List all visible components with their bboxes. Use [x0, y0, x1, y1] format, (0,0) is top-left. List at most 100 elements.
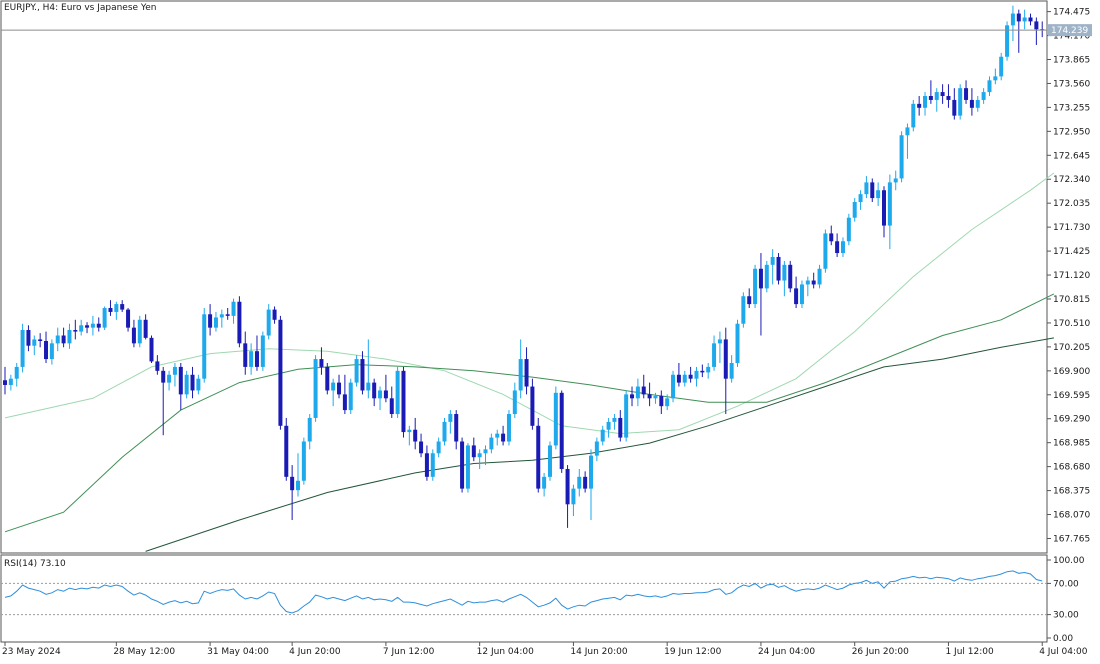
- candle-body: [887, 182, 892, 226]
- candle-body: [348, 382, 353, 411]
- candle: [676, 362, 681, 387]
- candle-body: [518, 359, 523, 391]
- candle-body: [155, 361, 160, 371]
- y-tick-label: 173.255: [1053, 103, 1090, 113]
- candle: [38, 333, 43, 348]
- candle-body: [618, 417, 623, 438]
- candle-body: [665, 398, 670, 407]
- candle-body: [196, 378, 201, 391]
- candle-body: [958, 88, 963, 116]
- candle: [823, 229, 828, 273]
- candle-body: [571, 488, 576, 505]
- candle: [799, 280, 804, 309]
- candle: [14, 362, 19, 387]
- candle: [137, 315, 142, 348]
- candle-body: [630, 394, 635, 399]
- candle-body: [952, 99, 957, 116]
- candle-body: [266, 309, 271, 336]
- candle-body: [547, 445, 552, 477]
- candle: [923, 92, 928, 116]
- candle: [313, 355, 318, 422]
- candle-body: [296, 480, 300, 491]
- candle-body: [26, 330, 31, 346]
- candle-body: [542, 476, 547, 489]
- candle: [1016, 9, 1021, 53]
- candle: [167, 370, 172, 391]
- candle-body: [671, 374, 676, 399]
- candle-body: [1010, 13, 1015, 26]
- candle: [911, 99, 916, 132]
- candle: [131, 319, 136, 348]
- candle: [366, 339, 371, 399]
- candle: [401, 366, 406, 438]
- candle-body: [161, 370, 166, 383]
- candle-body: [342, 394, 347, 411]
- y-tick-label: 168.680: [1053, 463, 1090, 473]
- y-tick-label: 167.765: [1053, 534, 1090, 544]
- candle: [1040, 21, 1045, 38]
- candle: [653, 392, 658, 404]
- candle-body: [536, 425, 541, 489]
- candle-body: [717, 339, 722, 344]
- candle: [864, 176, 869, 199]
- candle-body: [647, 394, 652, 399]
- candle-body: [641, 386, 646, 395]
- candle: [342, 374, 347, 415]
- candle: [319, 347, 324, 375]
- candle: [647, 382, 652, 407]
- candle: [577, 468, 582, 497]
- candle: [3, 366, 7, 395]
- candle-body: [700, 370, 705, 373]
- candle-body: [8, 378, 13, 385]
- candle-body: [794, 288, 799, 305]
- candle: [208, 304, 213, 336]
- x-tick-label: 31 May 04:00: [207, 647, 269, 657]
- candle: [589, 449, 593, 521]
- candle: [893, 170, 898, 191]
- candle-body: [254, 351, 259, 367]
- candle: [624, 390, 629, 442]
- candle: [184, 370, 189, 399]
- candle: [20, 323, 25, 373]
- candle: [448, 410, 453, 434]
- candle-body: [272, 309, 277, 320]
- x-tick-label: 7 Jun 12:00: [383, 647, 435, 657]
- candle: [26, 325, 31, 352]
- candle: [79, 319, 84, 336]
- candle-body: [325, 366, 330, 391]
- candle: [852, 198, 857, 222]
- candle-body: [1016, 13, 1021, 22]
- candle: [395, 366, 400, 418]
- candle: [465, 443, 470, 493]
- candle-body: [864, 182, 869, 195]
- candle: [383, 374, 388, 403]
- candle: [606, 417, 611, 438]
- rsi-title: RSI(14) 73.10: [4, 559, 66, 569]
- candle: [284, 417, 289, 481]
- candle: [32, 335, 37, 356]
- candle-body: [923, 96, 928, 108]
- rsi-frame: [0, 554, 1048, 643]
- candle-body: [712, 343, 717, 367]
- candle-body: [20, 330, 25, 367]
- candle-body: [120, 304, 125, 310]
- candle-body: [114, 304, 119, 312]
- candle: [876, 182, 881, 206]
- rsi-tick-label: 30.00: [1053, 611, 1079, 621]
- candle-body: [969, 99, 974, 108]
- candle: [917, 96, 922, 116]
- candle-body: [79, 325, 84, 332]
- candle-body: [852, 202, 857, 218]
- candle-body: [993, 76, 998, 81]
- candle: [635, 378, 640, 407]
- candle-body: [776, 256, 781, 281]
- candle-body: [928, 96, 933, 100]
- candle-body: [799, 284, 804, 305]
- candle-body: [788, 264, 793, 289]
- candle: [536, 417, 541, 493]
- candle-body: [741, 296, 746, 324]
- candle-body: [876, 190, 881, 199]
- candle: [108, 300, 113, 316]
- y-tick-label: 168.375: [1053, 487, 1090, 497]
- candle: [946, 84, 951, 108]
